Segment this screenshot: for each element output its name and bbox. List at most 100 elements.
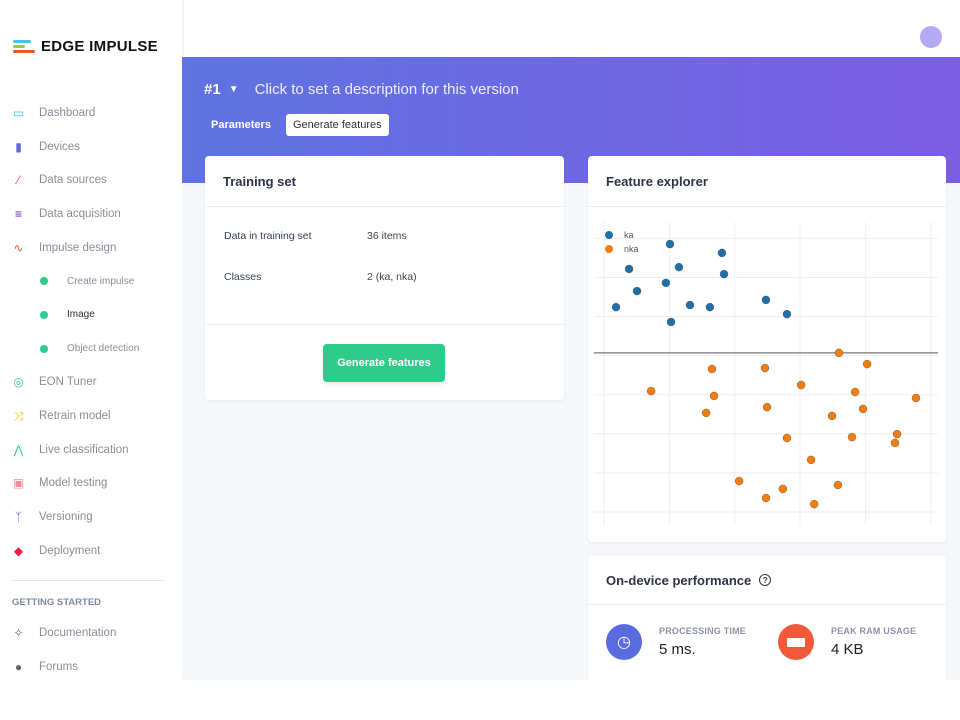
card-title: Training set bbox=[205, 156, 564, 207]
sidebar-item-label: Data sources bbox=[39, 174, 107, 187]
logo-icon bbox=[13, 39, 35, 55]
version-number[interactable]: #1 bbox=[204, 81, 221, 98]
row-key: Classes bbox=[224, 270, 262, 283]
performance-card: On-device performance? ◷ PROCESSING TIME… bbox=[588, 556, 946, 680]
sidebar-item-dashboard[interactable]: ▭ Dashboard bbox=[0, 96, 182, 130]
wand-icon: ⁄ bbox=[17, 173, 20, 188]
database-icon: ≡ bbox=[14, 206, 22, 221]
row-key: Data in training set bbox=[224, 229, 312, 242]
metric-processing-time: ◷ PROCESSING TIME 5 ms. bbox=[606, 624, 746, 660]
top-bar bbox=[183, 0, 960, 57]
data-point-nka bbox=[707, 364, 717, 374]
data-point-nka bbox=[858, 404, 868, 414]
legend-label: ka bbox=[624, 230, 634, 240]
sidebar: EDGE IMPULSE ▭ Dashboard ▮ Devices ⁄ Data sou… bbox=[0, 0, 182, 680]
sidebar-item-label: Devices bbox=[39, 140, 80, 153]
version-description[interactable]: Click to set a description for this vers… bbox=[254, 81, 519, 98]
legend-marker-ka bbox=[605, 231, 613, 239]
data-point-ka bbox=[705, 302, 715, 312]
metric-label: PEAK RAM USAGE bbox=[831, 626, 917, 636]
status-dot-icon bbox=[40, 310, 48, 319]
data-point-nka bbox=[833, 480, 843, 490]
sidebar-item-object-detection[interactable]: Object detection bbox=[0, 332, 182, 366]
chat-icon: ● bbox=[14, 660, 23, 675]
tab-generate-features[interactable]: Generate features bbox=[285, 114, 389, 136]
ram-icon bbox=[778, 624, 814, 660]
metric-peak-ram: PEAK RAM USAGE 4 KB bbox=[778, 624, 916, 660]
sidebar-item-label: Image bbox=[67, 309, 95, 321]
sidebar-item-label: Model testing bbox=[39, 477, 108, 490]
data-point-nka bbox=[806, 455, 816, 465]
clock-icon: ◷ bbox=[606, 624, 642, 660]
data-point-nka bbox=[862, 359, 872, 369]
chip-icon: ▮ bbox=[15, 139, 22, 154]
sidebar-item-retrain-model[interactable]: ⤨ Retrain model bbox=[0, 399, 182, 433]
feature-scatter-plot[interactable]: ka nka bbox=[588, 208, 946, 538]
tab-parameters[interactable]: Parameters bbox=[211, 119, 271, 131]
metric-label: PROCESSING TIME bbox=[659, 626, 747, 636]
data-point-nka bbox=[850, 387, 860, 397]
sidebar-item-label: Create impulse bbox=[67, 275, 135, 287]
sidebar-item-versioning[interactable]: ᛉ Versioning bbox=[0, 500, 182, 534]
sidebar-item-image[interactable]: Image bbox=[0, 298, 182, 332]
data-point-nka bbox=[890, 438, 900, 448]
data-point-ka bbox=[666, 317, 676, 327]
sidebar-item-live-classification[interactable]: ⋀ Live classification bbox=[0, 433, 182, 467]
sidebar-item-data-sources[interactable]: ⁄ Data sources bbox=[0, 163, 182, 197]
row-value: 36 items bbox=[367, 229, 407, 242]
data-point-nka bbox=[778, 484, 788, 494]
sidebar-item-label: Live classification bbox=[39, 443, 129, 456]
sidebar-item-label: Data acquisition bbox=[39, 207, 121, 220]
legend-label: nka bbox=[624, 244, 639, 254]
status-dot-icon bbox=[40, 344, 48, 353]
sidebar-item-data-acquisition[interactable]: ≡ Data acquisition bbox=[0, 197, 182, 231]
sidebar-item-eon-tuner[interactable]: ◎ EON Tuner bbox=[0, 366, 182, 400]
data-point-nka bbox=[782, 433, 792, 443]
sidebar-item-label: Dashboard bbox=[39, 106, 96, 119]
clipboard-check-icon: ▣ bbox=[12, 476, 25, 491]
help-icon[interactable]: ? bbox=[759, 574, 772, 586]
data-point-nka bbox=[911, 393, 921, 403]
sidebar-item-devices[interactable]: ▮ Devices bbox=[0, 130, 182, 164]
section-heading: GETTING STARTED bbox=[12, 597, 102, 609]
data-point-ka bbox=[674, 262, 684, 272]
data-point-nka bbox=[734, 476, 744, 486]
data-point-ka bbox=[661, 278, 671, 288]
sidebar-item-model-testing[interactable]: ▣ Model testing bbox=[0, 467, 182, 501]
branch-icon: ᛉ bbox=[14, 510, 23, 525]
card-title: Feature explorer bbox=[588, 156, 946, 207]
feature-explorer-card: Feature explorer ka nka bbox=[588, 156, 946, 542]
training-set-card: Training set Data in training set 36 item… bbox=[205, 156, 564, 400]
data-point-nka bbox=[847, 432, 857, 442]
generate-features-button[interactable]: Generate features bbox=[323, 344, 445, 382]
sidebar-item-label: Versioning bbox=[39, 511, 93, 524]
avatar[interactable] bbox=[920, 26, 942, 48]
data-point-nka bbox=[701, 408, 711, 418]
sidebar-item-deployment[interactable]: ◆ Deployment bbox=[0, 534, 182, 568]
sidebar-item-documentation[interactable]: ✧ Documentation bbox=[0, 617, 182, 651]
data-point-nka bbox=[761, 493, 771, 503]
brand-name: EDGE IMPULSE bbox=[41, 38, 158, 55]
sidebar-item-label: Forums bbox=[39, 661, 78, 674]
sidebar-nav: ▭ Dashboard ▮ Devices ⁄ Data sources ≡ Data acq… bbox=[0, 96, 182, 680]
sidebar-item-create-impulse[interactable]: Create impulse bbox=[0, 264, 182, 298]
sidebar-item-label: EON Tuner bbox=[39, 376, 97, 389]
metric-value: 5 ms. bbox=[659, 641, 696, 658]
rocket-icon: ✧ bbox=[13, 626, 24, 641]
info-row: Data in training set 36 items bbox=[205, 215, 564, 256]
logo[interactable]: EDGE IMPULSE bbox=[13, 38, 158, 55]
data-point-nka bbox=[827, 411, 837, 421]
app: EDGE IMPULSE ▭ Dashboard ▮ Devices ⁄ Data sou… bbox=[0, 0, 960, 680]
sidebar-item-impulse-design[interactable]: ∿ Impulse design bbox=[0, 231, 182, 265]
data-point-ka bbox=[719, 269, 729, 279]
data-point-nka bbox=[892, 429, 902, 439]
cube-icon: ◆ bbox=[13, 543, 24, 558]
info-row: Classes 2 (ka, nka) bbox=[205, 256, 564, 297]
data-point-ka bbox=[717, 248, 727, 258]
data-point-ka bbox=[685, 300, 695, 310]
data-point-nka bbox=[760, 363, 770, 373]
caret-down-icon[interactable]: ▼ bbox=[228, 84, 239, 95]
data-point-ka bbox=[761, 295, 771, 305]
sidebar-item-forums[interactable]: ● Forums bbox=[0, 650, 182, 680]
sidebar-item-label: Documentation bbox=[39, 627, 117, 640]
